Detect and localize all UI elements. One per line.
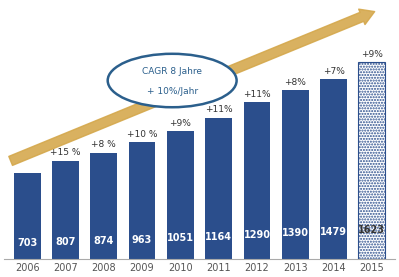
Text: 1164: 1164	[205, 232, 232, 242]
Text: +8 %: +8 %	[91, 140, 116, 149]
Text: 703: 703	[17, 238, 37, 248]
Ellipse shape	[108, 54, 237, 107]
FancyArrowPatch shape	[9, 9, 375, 165]
Bar	[205, 118, 232, 259]
Text: +11%: +11%	[205, 105, 233, 114]
Text: CAGR 8 Jahre: CAGR 8 Jahre	[142, 67, 202, 76]
Bar	[282, 90, 309, 259]
Text: +8%: +8%	[284, 78, 306, 87]
Bar	[320, 79, 347, 259]
Text: +10 %: +10 %	[127, 130, 157, 138]
Bar	[52, 161, 79, 259]
Bar	[358, 62, 385, 259]
Text: +7%: +7%	[323, 67, 344, 76]
Text: +15 %: +15 %	[50, 148, 81, 157]
Bar	[167, 131, 194, 259]
Text: +9%: +9%	[170, 119, 191, 128]
Bar	[90, 153, 117, 259]
Text: 1623: 1623	[358, 225, 385, 235]
Bar	[243, 102, 271, 259]
Text: 1051: 1051	[167, 234, 194, 243]
Text: +9%: +9%	[361, 50, 383, 58]
Text: 963: 963	[132, 235, 152, 245]
Bar	[128, 142, 156, 259]
Text: 1479: 1479	[320, 227, 347, 237]
Text: + 10%/Jahr: + 10%/Jahr	[146, 88, 198, 96]
Text: 807: 807	[55, 237, 76, 247]
Text: +11%: +11%	[243, 90, 271, 99]
Text: 1290: 1290	[243, 230, 271, 240]
Bar	[14, 173, 41, 259]
Text: 874: 874	[93, 236, 114, 246]
Text: 1390: 1390	[282, 229, 309, 238]
